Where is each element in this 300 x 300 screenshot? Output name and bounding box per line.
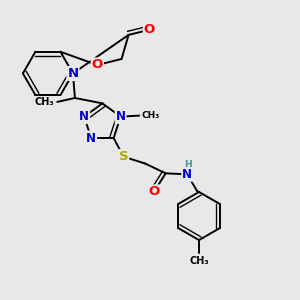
Text: CH₃: CH₃ bbox=[189, 256, 209, 266]
Text: O: O bbox=[144, 23, 155, 36]
Text: O: O bbox=[92, 58, 103, 71]
Text: S: S bbox=[119, 150, 128, 163]
Text: N: N bbox=[79, 110, 89, 123]
Text: CH₃: CH₃ bbox=[35, 97, 54, 107]
Text: O: O bbox=[148, 185, 160, 199]
Text: N: N bbox=[116, 110, 126, 123]
Text: H: H bbox=[184, 160, 192, 169]
Text: CH₃: CH₃ bbox=[141, 111, 160, 120]
Text: N: N bbox=[86, 131, 96, 145]
Text: N: N bbox=[182, 168, 192, 181]
Text: N: N bbox=[68, 67, 79, 80]
